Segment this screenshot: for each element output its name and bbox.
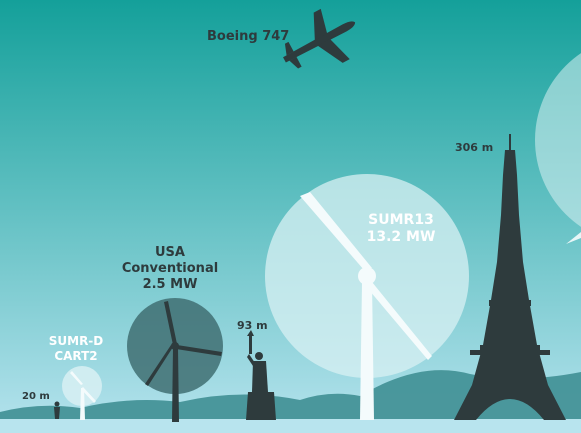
sumr13-hub: [358, 267, 376, 285]
large-rotor-disc-edge: [535, 53, 581, 227]
sumrd-model-label: CART2: [54, 349, 97, 363]
small-height-label: 20 m: [22, 391, 50, 402]
usa-type-label: Conventional: [122, 261, 218, 276]
sumrd-tower: [80, 388, 85, 420]
usa-hub: [171, 342, 179, 350]
person-silhouette-icon: [54, 401, 60, 419]
sumr13-power-label: 13.2 MW: [367, 229, 436, 245]
sumrd-rotor-disc: [62, 366, 102, 406]
usa-tower: [172, 348, 179, 422]
sumrd-blades: [70, 371, 96, 403]
large-rotor-blade-edge: [566, 232, 581, 244]
airplane-silhouette-icon: [283, 8, 356, 69]
usa-name-label: USA: [155, 245, 185, 260]
statue-height-label: 93 m: [237, 319, 268, 332]
ground: [0, 419, 581, 433]
eiffel-height-label: 306 m: [455, 141, 493, 154]
sumr13-tower: [360, 282, 374, 420]
hills: [0, 370, 581, 433]
sumr13-name-label: SUMR13: [368, 212, 434, 228]
statue-of-liberty-silhouette-icon: [246, 330, 276, 420]
eiffel-tower-silhouette-icon: [454, 134, 566, 420]
sumr13-blades: [300, 192, 432, 360]
usa-blades: [145, 301, 222, 386]
boeing-label: Boeing 747: [207, 29, 289, 44]
sumrd-name-label: SUMR-D: [49, 334, 104, 348]
usa-power-label: 2.5 MW: [143, 277, 198, 292]
